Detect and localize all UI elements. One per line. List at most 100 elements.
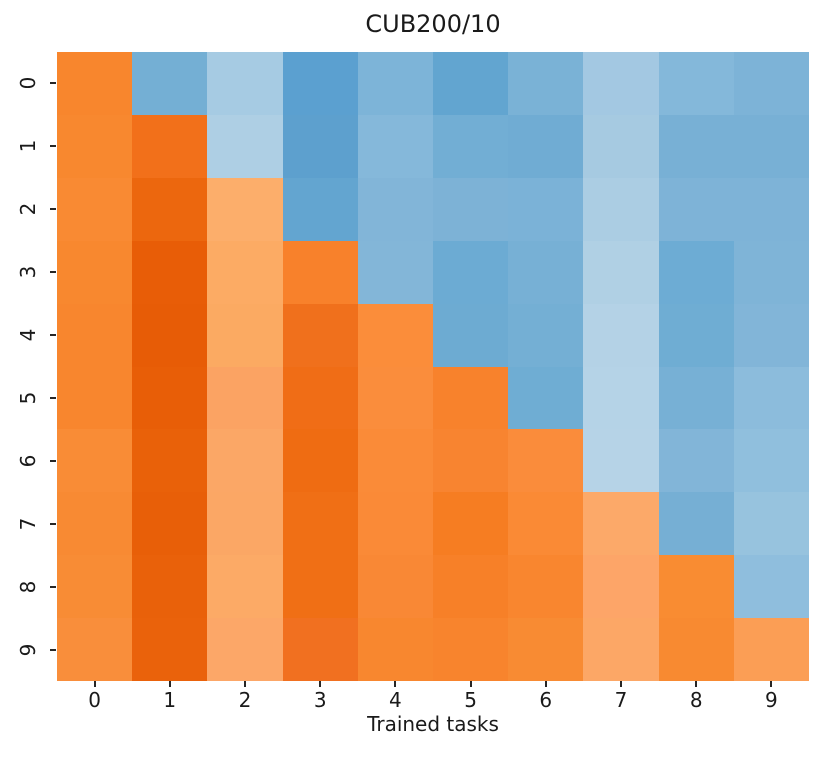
y-tick-label: 7 <box>16 517 40 531</box>
x-tick-label: 2 <box>238 688 252 712</box>
heatmap-plot: 0 1 2 3 4 5 6 7 8 9 0 1 2 3 4 5 6 7 8 9 <box>16 52 809 710</box>
heatmap-cell-r1-c1 <box>132 114 208 178</box>
heatmap-cell-r7-c4 <box>357 492 433 556</box>
heatmap-cell-r3-c0 <box>57 240 133 304</box>
y-tick-label: 1 <box>16 139 40 153</box>
heatmap-cell-r0-c0 <box>57 52 133 115</box>
x-tick-label: 4 <box>389 688 402 712</box>
heatmap-cell-r6-c7 <box>583 429 659 493</box>
y-tick-mark <box>50 648 56 651</box>
heatmap-cell-r6-c3 <box>282 429 358 493</box>
heatmap-cell-r7-c0 <box>57 492 133 556</box>
y-tick-mark <box>50 459 56 462</box>
y-tick-mark <box>50 522 56 525</box>
heatmap-cell-r6-c5 <box>432 429 509 493</box>
y-tick-label: 3 <box>16 265 40 279</box>
heatmap-cell-r3-c7 <box>583 240 659 304</box>
heatmap-cell-r5-c3 <box>282 366 358 430</box>
heatmap-cell-r4-c4 <box>357 303 433 367</box>
heatmap-cell-r7-c1 <box>132 492 208 556</box>
heatmap-cell-r3-c1 <box>132 240 208 304</box>
heatmap-cell-r6-c9 <box>733 429 809 493</box>
heatmap-cell-r9-c3 <box>282 618 358 681</box>
heatmap-cell-r3-c6 <box>508 240 584 304</box>
heatmap-cell-r2-c5 <box>432 177 509 241</box>
y-tick-mark <box>50 585 56 588</box>
heatmap-cell-r8-c9 <box>733 555 809 619</box>
heatmap-cell-r5-c1 <box>132 366 208 430</box>
y-tick-mark <box>50 82 56 85</box>
heatmap-cell-r2-c8 <box>658 177 734 241</box>
y-tick-mark <box>50 396 56 399</box>
x-tick-mark <box>244 681 246 687</box>
heatmap-cell-r5-c0 <box>57 366 133 430</box>
x-tick-label: 3 <box>313 688 327 712</box>
heatmap-cell-r2-c1 <box>132 177 208 241</box>
heatmap-cell-r9-c0 <box>57 618 133 681</box>
heatmap-cell-r7-c3 <box>282 492 358 556</box>
heatmap-cell-r5-c9 <box>733 366 809 430</box>
heatmap-cell-r4-c7 <box>583 303 659 367</box>
heatmap-cell-r4-c0 <box>57 303 133 367</box>
heatmap-cell-r6-c4 <box>357 429 433 493</box>
heatmap-cell-r3-c5 <box>432 240 509 304</box>
chart-title: CUB200/10 <box>365 10 501 38</box>
heatmap-cell-r7-c2 <box>207 492 283 556</box>
heatmap-cell-r9-c2 <box>207 618 283 681</box>
x-tick-label: 7 <box>614 688 628 712</box>
y-tick-label: 8 <box>16 580 40 594</box>
x-tick-mark <box>695 681 698 687</box>
heatmap-cell-r1-c9 <box>733 114 809 178</box>
heatmap-cell-r4-c2 <box>207 303 283 367</box>
heatmap-cell-r9-c5 <box>432 618 509 681</box>
x-axis-label: Trained tasks <box>367 712 499 736</box>
heatmap-cell-r2-c9 <box>733 177 809 241</box>
heatmap-cell-r2-c3 <box>282 177 358 241</box>
heatmap-cell-r8-c4 <box>357 555 433 619</box>
x-tick-mark <box>394 681 397 687</box>
heatmap-cell-r8-c8 <box>658 555 734 619</box>
heatmap-cell-r0-c6 <box>508 52 584 115</box>
heatmap-cell-r4-c9 <box>733 303 809 367</box>
y-tick-mark <box>50 334 56 337</box>
x-tick-label: 6 <box>539 688 553 712</box>
heatmap-cell-r1-c3 <box>282 114 358 178</box>
heatmap-cell-r4-c8 <box>658 303 734 367</box>
heatmap-cell-r0-c3 <box>282 52 358 115</box>
heatmap-cell-r2-c6 <box>508 177 584 241</box>
y-tick-label: 4 <box>16 328 40 342</box>
heatmap-cell-r1-c7 <box>583 114 659 178</box>
x-tick-label: 5 <box>464 688 477 712</box>
heatmap-cell-r8-c7 <box>583 555 659 619</box>
heatmap-cell-r8-c0 <box>57 555 133 619</box>
heatmap-cell-r0-c1 <box>132 52 208 115</box>
heatmap-cell-r2-c2 <box>207 177 283 241</box>
x-tick-mark <box>469 681 472 687</box>
x-tick-mark <box>544 681 547 687</box>
heatmap-cell-r7-c5 <box>432 492 509 556</box>
heatmap-cell-r9-c6 <box>508 618 584 681</box>
y-tick-mark <box>50 145 56 148</box>
heatmap-cell-r1-c8 <box>658 114 734 178</box>
heatmap-cell-r9-c1 <box>132 618 208 681</box>
heatmap-cell-r5-c7 <box>583 366 659 430</box>
heatmap-cell-r5-c8 <box>658 366 734 430</box>
heatmap-cell-r1-c2 <box>207 114 283 178</box>
x-tick-mark <box>93 681 96 687</box>
heatmap-cell-r7-c6 <box>508 492 584 556</box>
x-tick-label: 8 <box>689 688 703 712</box>
heatmap-cell-r5-c2 <box>207 366 283 430</box>
x-tick-label: 9 <box>765 688 778 712</box>
heatmap-cell-r2-c0 <box>57 177 133 241</box>
x-tick-mark <box>770 681 773 687</box>
heatmap-cell-r9-c9 <box>733 618 809 681</box>
heatmap-cell-r2-c4 <box>357 177 433 241</box>
heatmap-cell-r3-c4 <box>357 240 433 304</box>
y-tick-mark <box>50 271 56 274</box>
heatmap-cell-r0-c7 <box>583 52 659 115</box>
x-tick-mark <box>620 681 622 687</box>
heatmap-cell-r5-c4 <box>357 366 433 430</box>
heatmap-cell-r6-c1 <box>132 429 208 493</box>
heatmap-cell-r1-c6 <box>508 114 584 178</box>
heatmap-cell-r8-c2 <box>207 555 283 619</box>
